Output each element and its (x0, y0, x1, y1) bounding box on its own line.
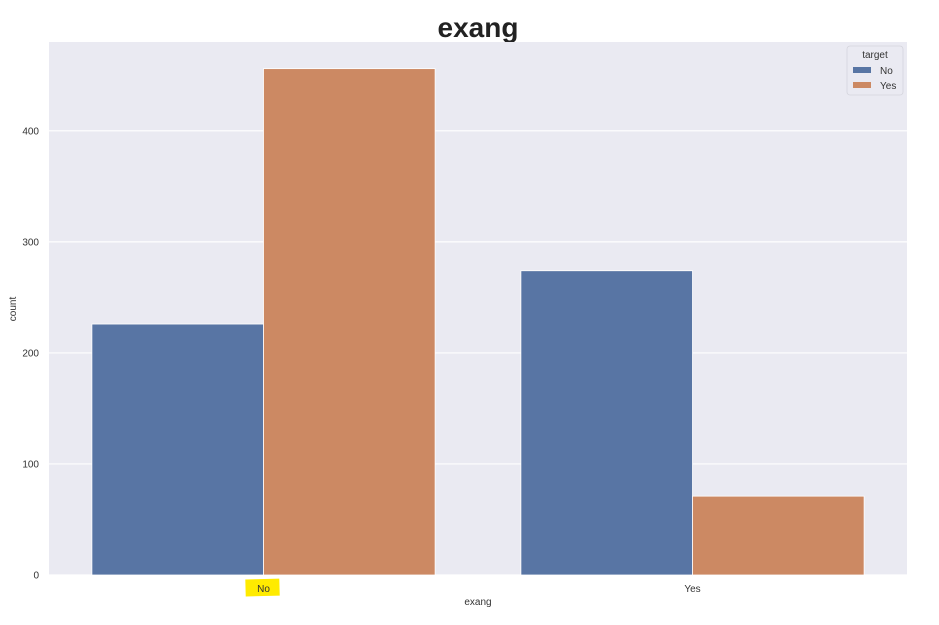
y-tick-label: 0 (33, 571, 39, 582)
bars (91, 68, 865, 576)
x-axis-ticks: No Yes (245, 578, 701, 597)
y-tick-label: 200 (22, 348, 39, 359)
x-axis-label: exang (464, 597, 491, 608)
x-tick-label-no: No (257, 584, 270, 595)
x-tick-label-yes: Yes (684, 584, 700, 595)
y-tick-label: 400 (22, 126, 39, 137)
bar-yes-no (520, 270, 693, 576)
y-axis-label: count (8, 297, 19, 322)
legend-label-yes: Yes (880, 81, 896, 92)
bar-no-yes (263, 68, 436, 576)
legend: target No Yes (846, 45, 904, 96)
y-tick-label: 100 (22, 459, 39, 470)
y-tick-label: 300 (22, 237, 39, 248)
chart-title: exang (438, 12, 519, 43)
highlight-marker (245, 578, 280, 597)
bar-no-no (91, 323, 264, 576)
bar-yes-yes (692, 495, 865, 576)
y-axis-ticks: 0 100 200 300 400 (22, 126, 39, 581)
legend-title: target (862, 50, 888, 61)
legend-label-no: No (880, 66, 893, 77)
legend-swatch-no (853, 67, 871, 73)
legend-swatch-yes (853, 82, 871, 88)
